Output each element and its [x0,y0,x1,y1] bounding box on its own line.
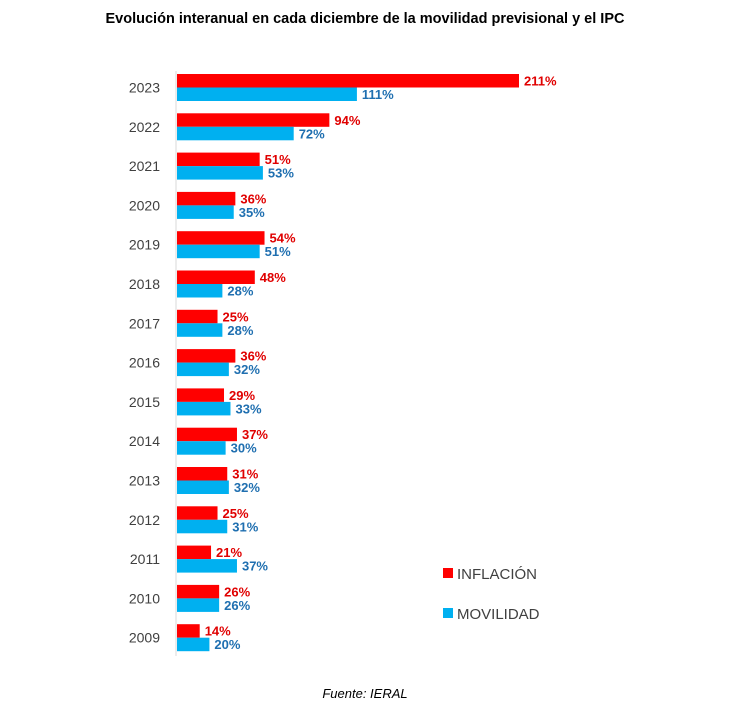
bar-inflacion [177,506,218,520]
data-label: 14% [205,624,231,639]
y-tick-label: 2019 [129,237,160,253]
chart-marks: 2023 211%111%2022 94%72%2021 51%53%2020 36%3… [129,71,557,656]
data-label: 53% [268,166,294,181]
chart-title: Evolución interanual en cada diciembre d… [105,11,625,27]
data-label: 28% [227,284,253,299]
bar-movilidad [177,323,223,337]
data-label: 33% [235,401,261,416]
bar-movilidad [177,441,226,455]
data-label: 31% [232,467,258,482]
y-tick-label: 2023 [129,80,160,96]
y-tick-label: 2015 [129,394,160,410]
data-label: 20% [214,637,240,652]
data-label: 29% [229,388,255,403]
bar-movilidad [177,126,294,141]
data-label: 31% [232,519,258,534]
data-label: 30% [231,441,257,456]
bar-movilidad [177,166,263,180]
data-label: 211% [524,74,557,89]
bar-movilidad [177,519,228,534]
data-label: 111% [362,87,394,102]
bar-inflacion [177,388,225,402]
bar-inflacion [177,467,228,481]
data-label: 37% [242,559,268,574]
source-note: Fuente: IERAL [322,686,408,701]
data-label: 94% [334,113,360,128]
y-tick-label: 2014 [129,433,160,449]
bar-inflacion [177,113,330,127]
bar-movilidad [177,480,229,494]
y-tick-label: 2018 [129,276,160,292]
bar-inflacion [177,624,200,638]
data-label: 54% [270,231,296,246]
legend-label: MOVILIDAD [457,606,540,623]
y-tick-label: 2012 [129,512,160,528]
y-tick-label: 2022 [129,119,160,135]
data-label: 72% [299,126,325,141]
y-tick-label: 2009 [129,630,160,646]
bar-inflacion [177,270,255,284]
y-tick-label: 2011 [130,551,160,567]
y-tick-label: 2013 [129,473,160,489]
data-label: 37% [242,427,268,442]
legend-swatch [443,568,453,578]
data-label: 28% [227,323,253,338]
data-label: 32% [234,480,260,495]
y-tick-label: 2017 [129,315,160,331]
data-label: 48% [260,270,286,285]
y-tick-label: 2020 [129,197,160,213]
data-label: 36% [240,191,266,206]
data-label: 51% [265,152,291,167]
bar-chart: 2023 211%111%2022 94%72%2021 51%53%2020 36%3… [129,71,557,656]
bar-inflacion [177,152,260,167]
bar-movilidad [177,284,223,298]
data-label: 25% [223,506,249,521]
data-label: 25% [223,309,249,324]
data-label: 32% [234,362,260,377]
bar-inflacion [177,427,237,442]
legend-label: INFLACIÓN [457,566,537,583]
bar-inflacion [177,74,519,88]
bar-movilidad [177,598,220,612]
bar-movilidad [177,362,229,377]
data-label: 35% [239,205,265,220]
bar-inflacion [177,349,236,363]
bar-movilidad [177,637,210,652]
legend-swatch [443,608,453,618]
bar-inflacion [177,309,218,324]
bar-inflacion [177,231,265,245]
data-label: 36% [240,349,266,364]
bar-movilidad [177,205,234,219]
data-label: 26% [224,598,250,613]
bar-inflacion [177,584,220,599]
y-tick-label: 2021 [129,158,160,174]
y-tick-label: 2016 [129,355,160,371]
bar-inflacion [177,191,236,206]
bar-movilidad [177,244,260,259]
y-tick-label: 2010 [129,590,160,606]
data-label: 26% [224,584,250,599]
bar-movilidad [177,559,237,573]
bar-movilidad [177,87,357,101]
bar-inflacion [177,545,212,560]
data-label: 51% [265,244,291,259]
bar-movilidad [177,401,231,416]
chart-legend: INFLACIÓN MOVILIDAD [443,566,540,623]
data-label: 21% [216,545,242,560]
